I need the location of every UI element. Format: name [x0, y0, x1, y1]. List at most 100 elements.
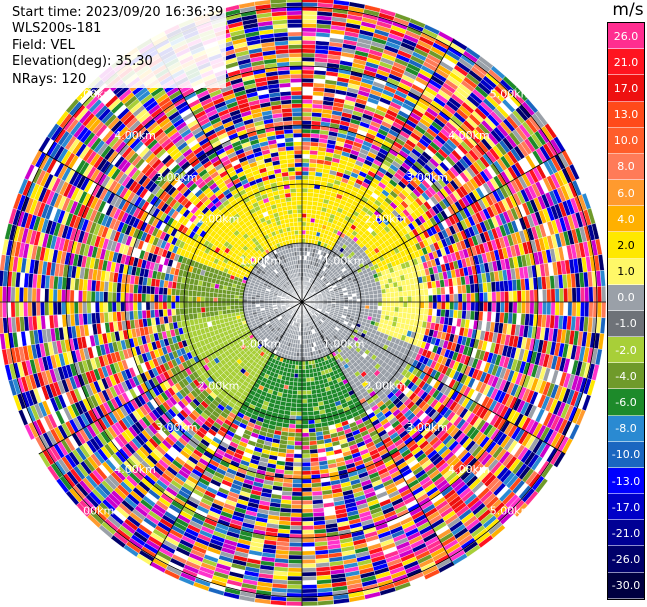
radar-gate — [145, 301, 151, 311]
radar-gate — [56, 289, 62, 303]
radar-gate — [287, 563, 303, 569]
radar-gate — [10, 286, 16, 303]
radar-gate — [291, 491, 303, 497]
radar-gate — [221, 305, 227, 311]
radar-gate — [288, 554, 303, 560]
radar-gate — [192, 301, 197, 308]
radar-gate — [141, 293, 147, 303]
radar-gate — [301, 580, 317, 586]
radar-gate — [288, 546, 303, 552]
radar-gate — [137, 301, 142, 311]
radar-gate — [428, 301, 434, 310]
radar-gate — [286, 584, 303, 590]
radar-gate — [290, 521, 303, 526]
radar-gate — [298, 365, 303, 370]
radar-gate — [230, 298, 235, 303]
radar-gate — [376, 309, 382, 315]
radar-gate — [48, 288, 54, 303]
radar-gate — [294, 428, 303, 434]
radar-gate — [145, 293, 151, 303]
radar-gate — [251, 301, 256, 305]
radar-gate — [292, 470, 303, 476]
radar-gate — [289, 529, 303, 535]
radar-gate — [301, 390, 308, 396]
radar-gate — [292, 390, 298, 395]
radar-gate — [295, 419, 303, 425]
radar-gate — [221, 297, 227, 303]
radar-gate — [217, 293, 223, 298]
radar-gate — [306, 394, 313, 400]
radar-gate — [301, 495, 313, 501]
radar-gate — [305, 373, 311, 379]
radar-gate — [301, 588, 318, 594]
radar-gate — [512, 301, 518, 314]
radar-gate — [0, 286, 3, 303]
radar-gate — [550, 301, 556, 316]
radar-gate — [23, 301, 29, 317]
radar-gate — [301, 428, 310, 434]
radar-gate — [559, 301, 564, 316]
radar-gate — [291, 398, 298, 404]
radar-gate — [377, 301, 383, 307]
radar-gate — [297, 386, 303, 391]
radar-gate — [285, 453, 295, 459]
radar-gate — [217, 306, 223, 311]
radar-gate — [200, 291, 206, 298]
radar-gate — [309, 376, 315, 382]
radar-gate — [445, 301, 450, 310]
radar-gate — [238, 308, 244, 313]
radar-gate — [52, 301, 58, 316]
radar-gate — [2, 286, 7, 303]
radar-gate — [301, 398, 308, 404]
radar-gate — [298, 360, 303, 366]
radar-gate — [301, 554, 316, 560]
radar-gate — [308, 368, 314, 374]
radar-gate — [294, 369, 299, 374]
radar-gate — [27, 301, 33, 317]
radar-gate — [166, 308, 172, 317]
radar-gate — [213, 306, 219, 312]
radar-gate — [427, 308, 433, 316]
radar-gate — [373, 301, 379, 307]
radar-gate — [308, 436, 317, 442]
radar-gate — [200, 306, 206, 313]
radar-gate — [301, 504, 313, 510]
radar-gate — [301, 529, 315, 535]
radar-gate — [61, 289, 67, 303]
radar-gate — [508, 301, 514, 314]
radar-gate — [306, 390, 312, 395]
radar-gate — [298, 356, 303, 362]
radar-gate — [103, 291, 109, 303]
radar-gate — [584, 301, 590, 318]
radar-gate — [289, 411, 297, 416]
radar-gate — [304, 348, 308, 353]
radar-gate — [242, 301, 248, 306]
radar-gate — [27, 287, 33, 303]
radar-gate — [303, 339, 307, 345]
radar-gate — [166, 301, 172, 310]
radar-gate — [86, 301, 92, 314]
radar-gate — [307, 402, 314, 408]
radar-gate — [292, 483, 303, 488]
radar-gate — [309, 444, 318, 450]
radar-gate — [301, 449, 311, 455]
radar-gate — [296, 403, 303, 408]
radar-gate — [293, 449, 303, 455]
radar-gate — [44, 288, 50, 303]
radar-gate — [31, 287, 37, 303]
radar-gate — [301, 478, 312, 484]
radar-gate — [301, 466, 311, 472]
radar-gate — [301, 521, 314, 526]
radar-gate — [301, 567, 317, 573]
radar-gate — [154, 294, 159, 303]
radar-gate — [145, 285, 151, 295]
radar-gate — [377, 305, 383, 311]
radar-gate — [225, 305, 231, 311]
radar-gate — [301, 436, 310, 442]
radar-gate — [407, 301, 412, 308]
radar-gate — [204, 296, 210, 303]
radar-gate — [179, 289, 185, 296]
radar-gate — [23, 287, 29, 303]
radar-gate — [310, 461, 320, 467]
radar-gate — [0, 301, 3, 318]
